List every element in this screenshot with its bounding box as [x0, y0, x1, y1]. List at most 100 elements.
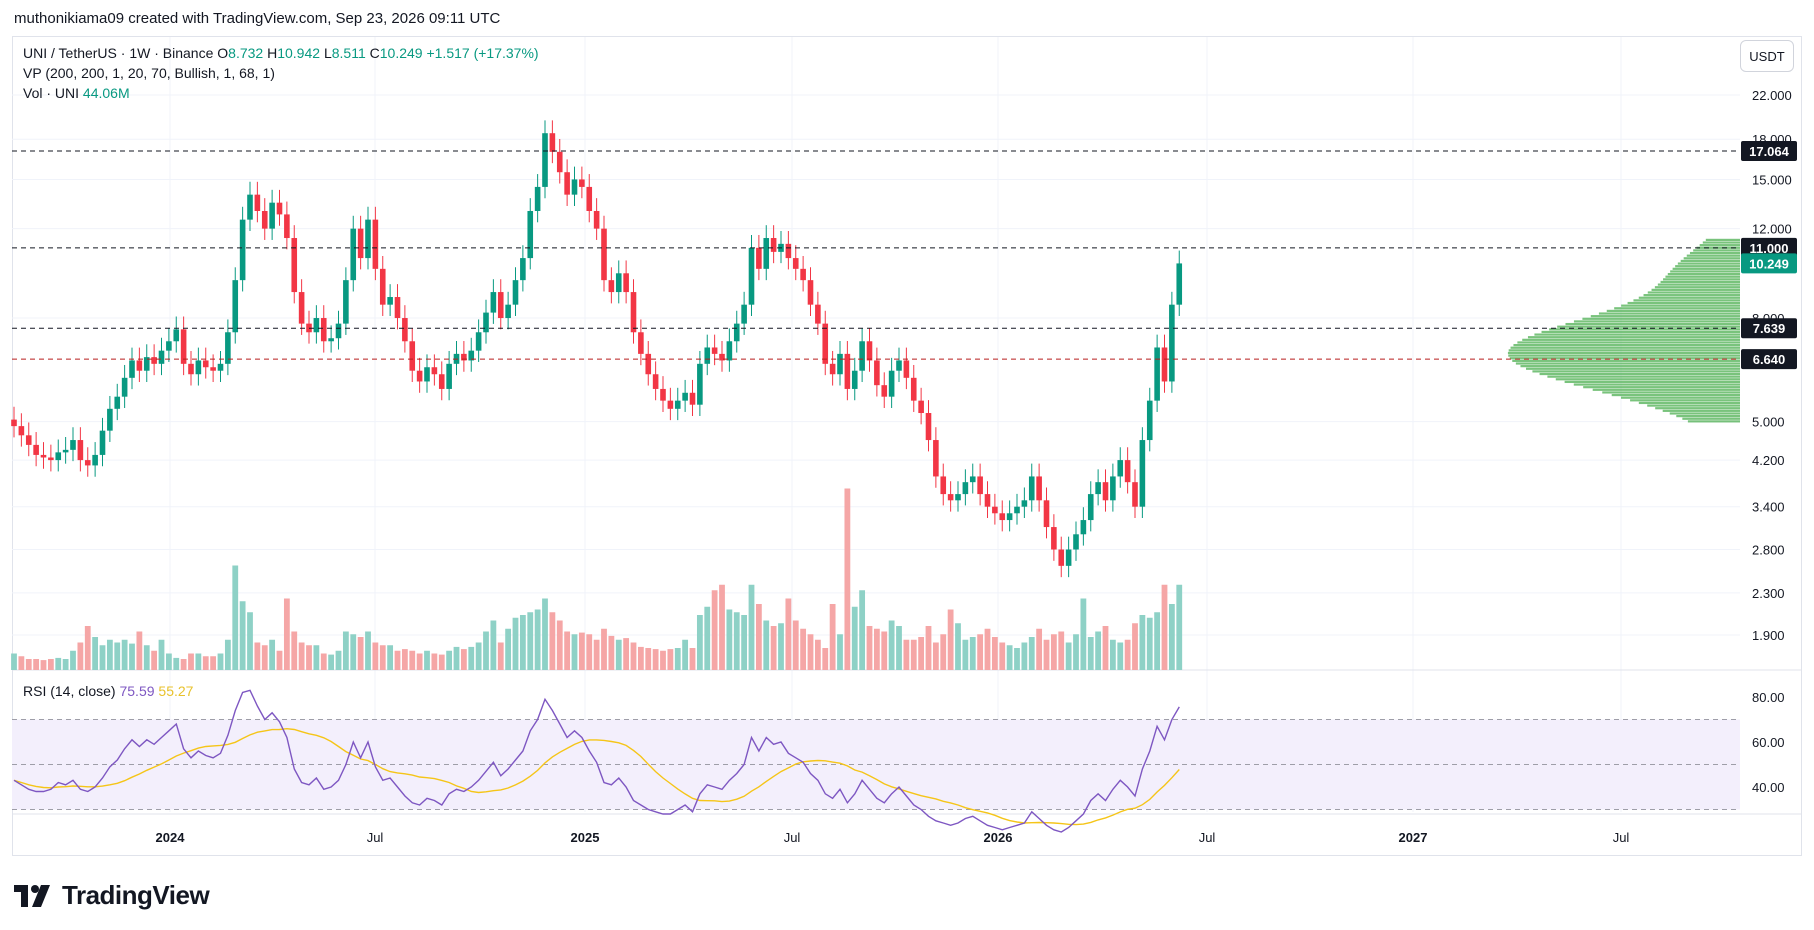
candle-body — [689, 392, 696, 405]
volume-bar — [608, 635, 615, 670]
candle-body — [1036, 476, 1042, 501]
rsi-legend[interactable]: RSI (14, close) 75.59 55.27 — [23, 682, 193, 700]
volume-bar — [601, 628, 607, 670]
volume-bar — [667, 649, 674, 670]
volume-bar — [748, 584, 755, 670]
volume-bar — [342, 631, 349, 670]
candle-body — [402, 318, 408, 342]
volume-profile-row — [1663, 278, 1740, 281]
volume-legend[interactable]: Vol · UNI 44.06M — [23, 84, 130, 102]
candle-body — [1058, 549, 1065, 566]
candles — [11, 120, 1183, 578]
candle-body — [888, 370, 895, 397]
symbol-name[interactable]: UNI / TetherUS · 1W · Binance — [23, 45, 214, 61]
candle-body — [1169, 304, 1175, 382]
volume-bar — [320, 653, 327, 670]
candle-body — [328, 338, 334, 342]
volume-profile-row — [1534, 333, 1740, 336]
candle-body — [623, 273, 629, 293]
symbol-legend: UNI / TetherUS · 1W · Binance O8.732 H10… — [23, 44, 539, 62]
candle-body — [490, 292, 497, 313]
candle-body — [918, 400, 924, 414]
candle-body — [298, 292, 305, 324]
candle-body — [48, 457, 54, 461]
candle-body — [527, 210, 534, 259]
volume-bar — [873, 628, 880, 670]
volume-bar — [114, 642, 121, 670]
candle-body — [977, 476, 983, 495]
candle-body — [984, 494, 991, 507]
volume-bar — [173, 657, 180, 670]
level-label: 17.064 — [1749, 144, 1790, 159]
volume-bar — [379, 645, 386, 670]
volume-profile-row — [1517, 341, 1740, 344]
volume-bar — [593, 639, 600, 670]
volume-bar — [1014, 648, 1020, 670]
volume-profile-row — [1602, 391, 1740, 394]
volume-profile-row — [1515, 362, 1740, 365]
candle-body — [143, 357, 150, 371]
candle-body — [1110, 476, 1116, 501]
volume-bar — [276, 650, 283, 670]
candle-body — [763, 238, 770, 269]
volume-bar — [55, 657, 62, 670]
volume-bar — [438, 654, 445, 670]
candle-body — [1146, 400, 1153, 441]
volume-bar — [534, 609, 541, 670]
candle-body — [254, 194, 261, 211]
candle-body — [261, 210, 268, 229]
candle-body — [18, 426, 25, 436]
candle-body — [225, 332, 231, 364]
volume-profile-row — [1677, 262, 1740, 265]
candle-body — [992, 506, 998, 514]
volume-bar — [1176, 584, 1183, 670]
volume-bar — [47, 659, 54, 670]
volume-bar — [527, 612, 534, 670]
candle-body — [77, 440, 84, 461]
candle-body — [719, 353, 725, 361]
candle-body — [1065, 549, 1072, 566]
candle-body — [1095, 482, 1101, 495]
candle-body — [379, 268, 386, 305]
volume-bar — [62, 659, 69, 670]
candle-body — [438, 374, 445, 389]
volume-profile-row — [1508, 349, 1740, 352]
volume-bar — [792, 620, 799, 670]
horizontal-levels: 17.064 11.000 7.639 6.640 10.249 — [12, 141, 1797, 370]
level-label-bg — [1741, 141, 1797, 162]
close-label: C — [369, 45, 380, 61]
volume-bar — [129, 643, 135, 670]
volume-bar — [755, 604, 762, 670]
candle-body — [55, 452, 62, 461]
vp-legend[interactable]: VP (200, 200, 1, 20, 70, Bullish, 1, 68,… — [23, 65, 275, 81]
candle-body — [158, 350, 165, 364]
price-tick-label: 2.300 — [1752, 586, 1785, 601]
volume-bar — [630, 642, 637, 670]
volume-bar — [202, 656, 209, 670]
volume-bar — [1058, 631, 1065, 670]
candle-body — [630, 292, 637, 333]
volume-bar — [888, 620, 895, 670]
tradingview-logo-icon — [14, 884, 50, 907]
candle-body — [704, 347, 711, 364]
candle-body — [807, 280, 814, 305]
price-tick-label: 12.000 — [1752, 222, 1792, 237]
volume-bar — [490, 620, 497, 670]
currency-button[interactable]: USDT — [1740, 40, 1794, 72]
candle-body — [210, 367, 216, 371]
volume-bar — [999, 642, 1006, 670]
candle-body — [756, 247, 762, 269]
candle-body — [903, 360, 910, 378]
volume-profile-row — [1647, 291, 1740, 294]
candle-body — [564, 172, 570, 195]
volume-bar — [660, 650, 666, 670]
volume-bar — [637, 646, 644, 670]
candle-body — [232, 280, 239, 333]
volume-profile-row — [1592, 388, 1740, 391]
volume-bar — [328, 654, 335, 670]
time-tick-label: Jul — [1199, 830, 1216, 845]
high-label: H — [267, 45, 278, 61]
volume-bar — [1139, 615, 1146, 670]
volume-profile-row — [1633, 299, 1740, 302]
